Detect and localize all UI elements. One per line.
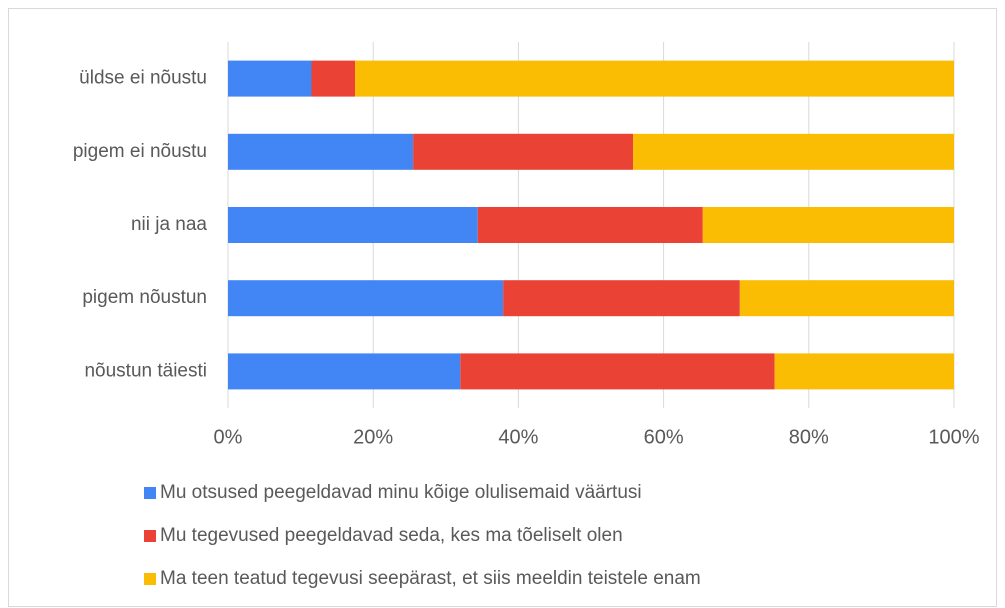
- legend-label: Mu otsused peegeldavad minu kõige olulis…: [160, 482, 642, 503]
- bar-segment: [702, 207, 954, 243]
- bar-segment: [774, 353, 954, 390]
- bar-segment: [477, 207, 703, 243]
- legend-label: Mu tegevused peegeldavad seda, kes ma tõ…: [160, 525, 623, 546]
- y-tick-label: pigem nõustun: [82, 287, 207, 308]
- bar-segment: [460, 353, 775, 390]
- legend-swatch: [144, 487, 156, 499]
- legend-label: Ma teen teatud tegevusi seepärast, et si…: [160, 568, 701, 589]
- x-tick-label: 20%: [353, 426, 393, 448]
- legend-swatch: [144, 573, 156, 585]
- bar-segment: [503, 280, 740, 317]
- bar-segment: [311, 60, 356, 97]
- y-tick-label: nii ja naa: [131, 214, 207, 235]
- bar-segment: [228, 353, 461, 390]
- x-tick-label: 40%: [498, 426, 538, 448]
- bar-segment: [739, 280, 954, 317]
- bar-segment: [413, 133, 634, 170]
- bar-segment: [355, 60, 954, 97]
- x-tick-label: 100%: [928, 426, 979, 448]
- x-tick-label: 0%: [214, 426, 243, 448]
- x-tick-label: 60%: [644, 426, 684, 448]
- y-tick-label: pigem ei nõustu: [73, 141, 207, 162]
- bar-segment: [228, 207, 478, 243]
- legend-swatch: [144, 530, 156, 542]
- bar-segment: [228, 280, 504, 317]
- bar-segment: [228, 133, 414, 170]
- bar-segment: [633, 133, 954, 170]
- y-tick-label: nõustun täiesti: [84, 360, 207, 381]
- y-tick-label: üldse ei nõustu: [79, 68, 207, 89]
- x-tick-label: 80%: [789, 426, 829, 448]
- bar-segment: [228, 60, 312, 97]
